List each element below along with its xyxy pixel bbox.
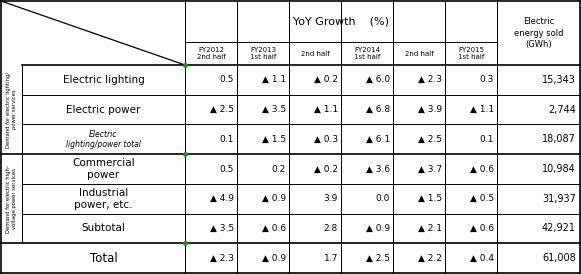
Text: FY2013
1st half: FY2013 1st half: [250, 47, 276, 60]
Text: 42,921: 42,921: [542, 223, 576, 233]
Text: ▲ 3.6: ▲ 3.6: [366, 164, 390, 173]
Text: 0.1: 0.1: [480, 135, 494, 144]
Text: 0.1: 0.1: [220, 135, 234, 144]
Text: 0.0: 0.0: [376, 194, 390, 203]
Text: Electric
energy sold
(GWh): Electric energy sold (GWh): [514, 18, 563, 48]
Text: 3.9: 3.9: [324, 194, 338, 203]
Text: 18,087: 18,087: [542, 134, 576, 144]
Text: ▲ 0.3: ▲ 0.3: [314, 135, 338, 144]
Text: ▲ 4.9: ▲ 4.9: [210, 194, 234, 203]
Text: 0.5: 0.5: [220, 164, 234, 173]
Text: ▲ 6.8: ▲ 6.8: [366, 105, 390, 114]
Text: Commercial
power: Commercial power: [72, 158, 135, 180]
Text: ▲ 0.6: ▲ 0.6: [470, 164, 494, 173]
Text: ▲ 2.3: ▲ 2.3: [210, 254, 234, 263]
Text: Electric power: Electric power: [66, 105, 141, 115]
Text: ▲ 1.1: ▲ 1.1: [470, 105, 494, 114]
Text: ▲ 0.2: ▲ 0.2: [314, 75, 338, 84]
Text: ▲ 1.1: ▲ 1.1: [314, 105, 338, 114]
Text: 0.3: 0.3: [480, 75, 494, 84]
Text: FY2012
2nd half: FY2012 2nd half: [196, 47, 225, 60]
Text: 61,008: 61,008: [542, 253, 576, 263]
Text: 10,984: 10,984: [542, 164, 576, 174]
Text: ▲ 3.9: ▲ 3.9: [418, 105, 442, 114]
Text: Total: Total: [89, 252, 117, 265]
Text: ▲ 0.6: ▲ 0.6: [470, 224, 494, 233]
Text: ▲ 2.5: ▲ 2.5: [418, 135, 442, 144]
Text: Demand for electric high-
voltage power services: Demand for electric high- voltage power …: [6, 165, 17, 233]
Text: ▲ 0.5: ▲ 0.5: [470, 194, 494, 203]
Text: 0.2: 0.2: [272, 164, 286, 173]
Text: ▲ 3.5: ▲ 3.5: [210, 224, 234, 233]
Text: ▲ 0.4: ▲ 0.4: [470, 254, 494, 263]
Text: ▲ 0.9: ▲ 0.9: [262, 194, 286, 203]
Text: ▲ 0.2: ▲ 0.2: [314, 164, 338, 173]
Text: ▲ 0.9: ▲ 0.9: [262, 254, 286, 263]
Text: ▲ 0.9: ▲ 0.9: [366, 224, 390, 233]
Text: 31,937: 31,937: [542, 194, 576, 204]
Text: ▲ 2.3: ▲ 2.3: [418, 75, 442, 84]
Text: Electric
lighting/power total: Electric lighting/power total: [66, 130, 141, 149]
Text: ▲ 3.7: ▲ 3.7: [418, 164, 442, 173]
Text: ▲ 0.6: ▲ 0.6: [262, 224, 286, 233]
Text: Industrial
power, etc.: Industrial power, etc.: [74, 188, 132, 210]
Text: 2.8: 2.8: [324, 224, 338, 233]
Text: ▲ 6.1: ▲ 6.1: [366, 135, 390, 144]
Text: ▲ 2.2: ▲ 2.2: [418, 254, 442, 263]
Text: YoY Growth    (%): YoY Growth (%): [293, 16, 389, 27]
Text: ▲ 1.5: ▲ 1.5: [418, 194, 442, 203]
Text: ▲ 6.0: ▲ 6.0: [366, 75, 390, 84]
Text: FY2015
1st half: FY2015 1st half: [458, 47, 484, 60]
Text: Electric lighting: Electric lighting: [63, 75, 144, 85]
Text: 0.5: 0.5: [220, 75, 234, 84]
Text: 1.7: 1.7: [324, 254, 338, 263]
Text: ▲ 1.5: ▲ 1.5: [262, 135, 286, 144]
Text: 2,744: 2,744: [548, 105, 576, 115]
Text: Demand for electric lighting/
power services: Demand for electric lighting/ power serv…: [6, 72, 17, 148]
Text: 2nd half: 2nd half: [300, 50, 329, 56]
Text: ▲ 2.1: ▲ 2.1: [418, 224, 442, 233]
Text: 2nd half: 2nd half: [404, 50, 433, 56]
Text: ▲ 3.5: ▲ 3.5: [262, 105, 286, 114]
Text: ▲ 2.5: ▲ 2.5: [210, 105, 234, 114]
Text: FY2014
1st half: FY2014 1st half: [354, 47, 380, 60]
Text: ▲ 2.5: ▲ 2.5: [366, 254, 390, 263]
Text: 15,343: 15,343: [542, 75, 576, 85]
Text: ▲ 1.1: ▲ 1.1: [262, 75, 286, 84]
Text: Subtotal: Subtotal: [81, 223, 125, 233]
